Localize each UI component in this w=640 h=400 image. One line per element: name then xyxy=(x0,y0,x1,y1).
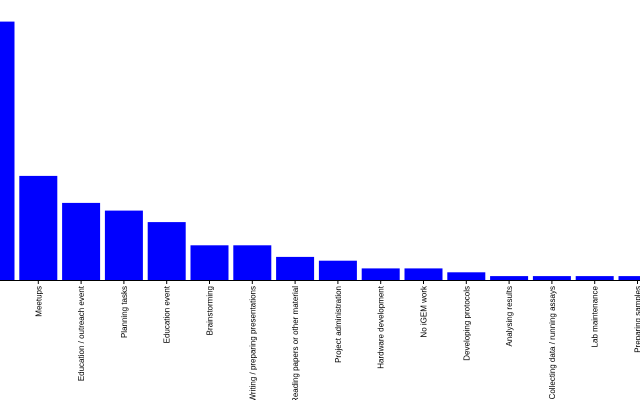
x-tick-label: Preparing samples xyxy=(634,286,640,353)
x-tick-label: Hardware development xyxy=(377,285,386,368)
bar xyxy=(532,276,571,280)
x-ticks-group: Meetups Education / outreach event Plannin… xyxy=(34,280,640,400)
x-tick-label: Analysing results xyxy=(505,286,514,346)
x-tick-label: Planning tasks xyxy=(120,286,129,338)
bar xyxy=(19,175,58,280)
bars-group xyxy=(0,21,640,280)
x-tick-label: Collecting data / running assays xyxy=(548,286,557,399)
bar xyxy=(318,260,357,280)
x-tick-label: No iGEM work xyxy=(420,285,429,338)
bar xyxy=(190,245,229,280)
bar xyxy=(0,21,15,280)
bar xyxy=(233,245,272,280)
x-tick-label: Reading papers or other material xyxy=(291,286,300,400)
bar xyxy=(447,272,486,280)
x-tick-label: Brainstorming xyxy=(206,286,215,335)
x-tick-label: Education event xyxy=(163,285,172,343)
x-tick-label: Education / outreach event xyxy=(77,285,86,381)
bar xyxy=(361,268,400,280)
x-tick-label: Project administration xyxy=(334,286,343,363)
bar xyxy=(404,268,443,280)
bar xyxy=(575,276,614,280)
bar xyxy=(490,276,529,280)
bar xyxy=(62,202,101,280)
bar xyxy=(104,210,143,280)
x-tick-label: Meetups xyxy=(34,286,43,317)
bar xyxy=(147,222,186,280)
x-tick-label: Developing protocols xyxy=(462,286,471,361)
x-tick-label: Writing / preparing presentations xyxy=(248,286,257,400)
x-tick-label: Lab maintenance xyxy=(591,285,600,347)
bar xyxy=(276,256,315,280)
bar xyxy=(618,276,640,280)
